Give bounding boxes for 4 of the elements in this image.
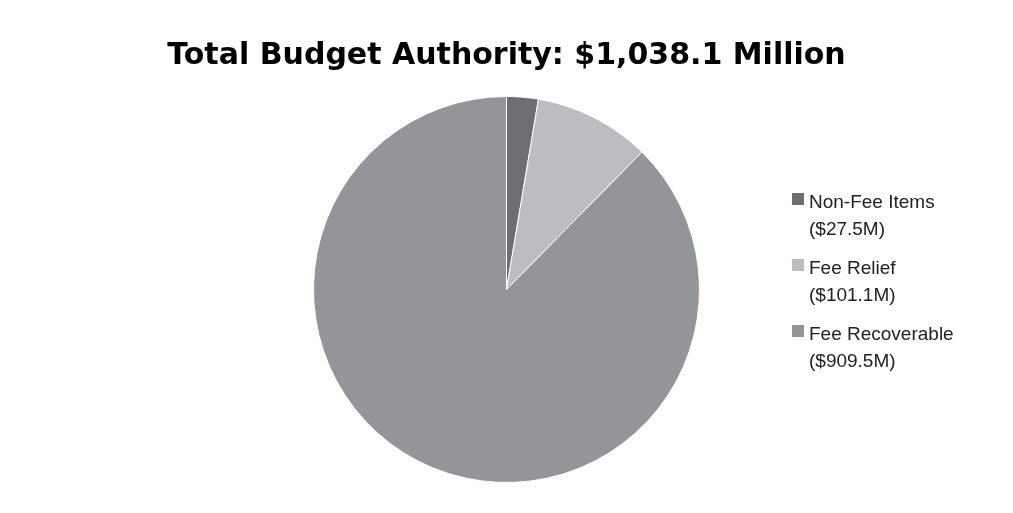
legend-label: Non-Fee Items ($27.5M) xyxy=(809,190,936,241)
legend-label: Fee Recoverable ($909.5M) xyxy=(809,322,955,373)
legend-label: Fee Relief ($101.1M) xyxy=(809,256,897,307)
chart-title: Total Budget Authority: $1,038.1 Million xyxy=(167,35,846,71)
